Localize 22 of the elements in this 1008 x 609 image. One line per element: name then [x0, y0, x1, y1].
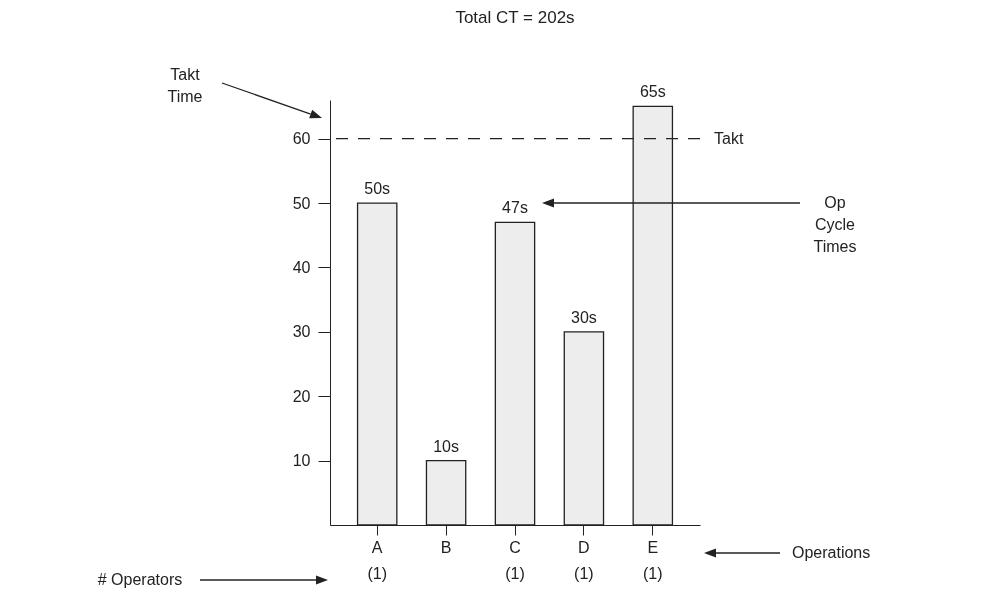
data-label: 30s	[571, 308, 597, 326]
y-tick-label: 60	[292, 130, 311, 148]
data-label: 10s	[433, 437, 459, 455]
data-label: 65s	[639, 83, 666, 101]
text: Op Cycle Times	[813, 194, 857, 255]
text: Operations	[792, 544, 871, 561]
y-tick-label: 10	[292, 452, 311, 470]
text: Takt Time	[167, 66, 203, 105]
x-tick-label: D (1)	[574, 538, 594, 582]
ref-line-label: Takt	[714, 129, 744, 147]
data-label: 47s	[502, 199, 528, 217]
data-label: 50s	[364, 180, 391, 198]
y-tick-label: 50	[292, 194, 311, 212]
x-tick-label: A (1)	[367, 538, 387, 582]
y-tick-label: 30	[292, 323, 311, 341]
x-tick-label: E (1)	[643, 538, 663, 582]
x-tick-label: B	[440, 538, 452, 556]
chart-title: Total CT = 202s	[455, 8, 575, 27]
x-tick-label: C (1)	[505, 538, 525, 582]
y-tick-label: 20	[292, 387, 311, 405]
y-tick-label: 40	[292, 258, 311, 276]
text: # Operators	[97, 571, 183, 588]
